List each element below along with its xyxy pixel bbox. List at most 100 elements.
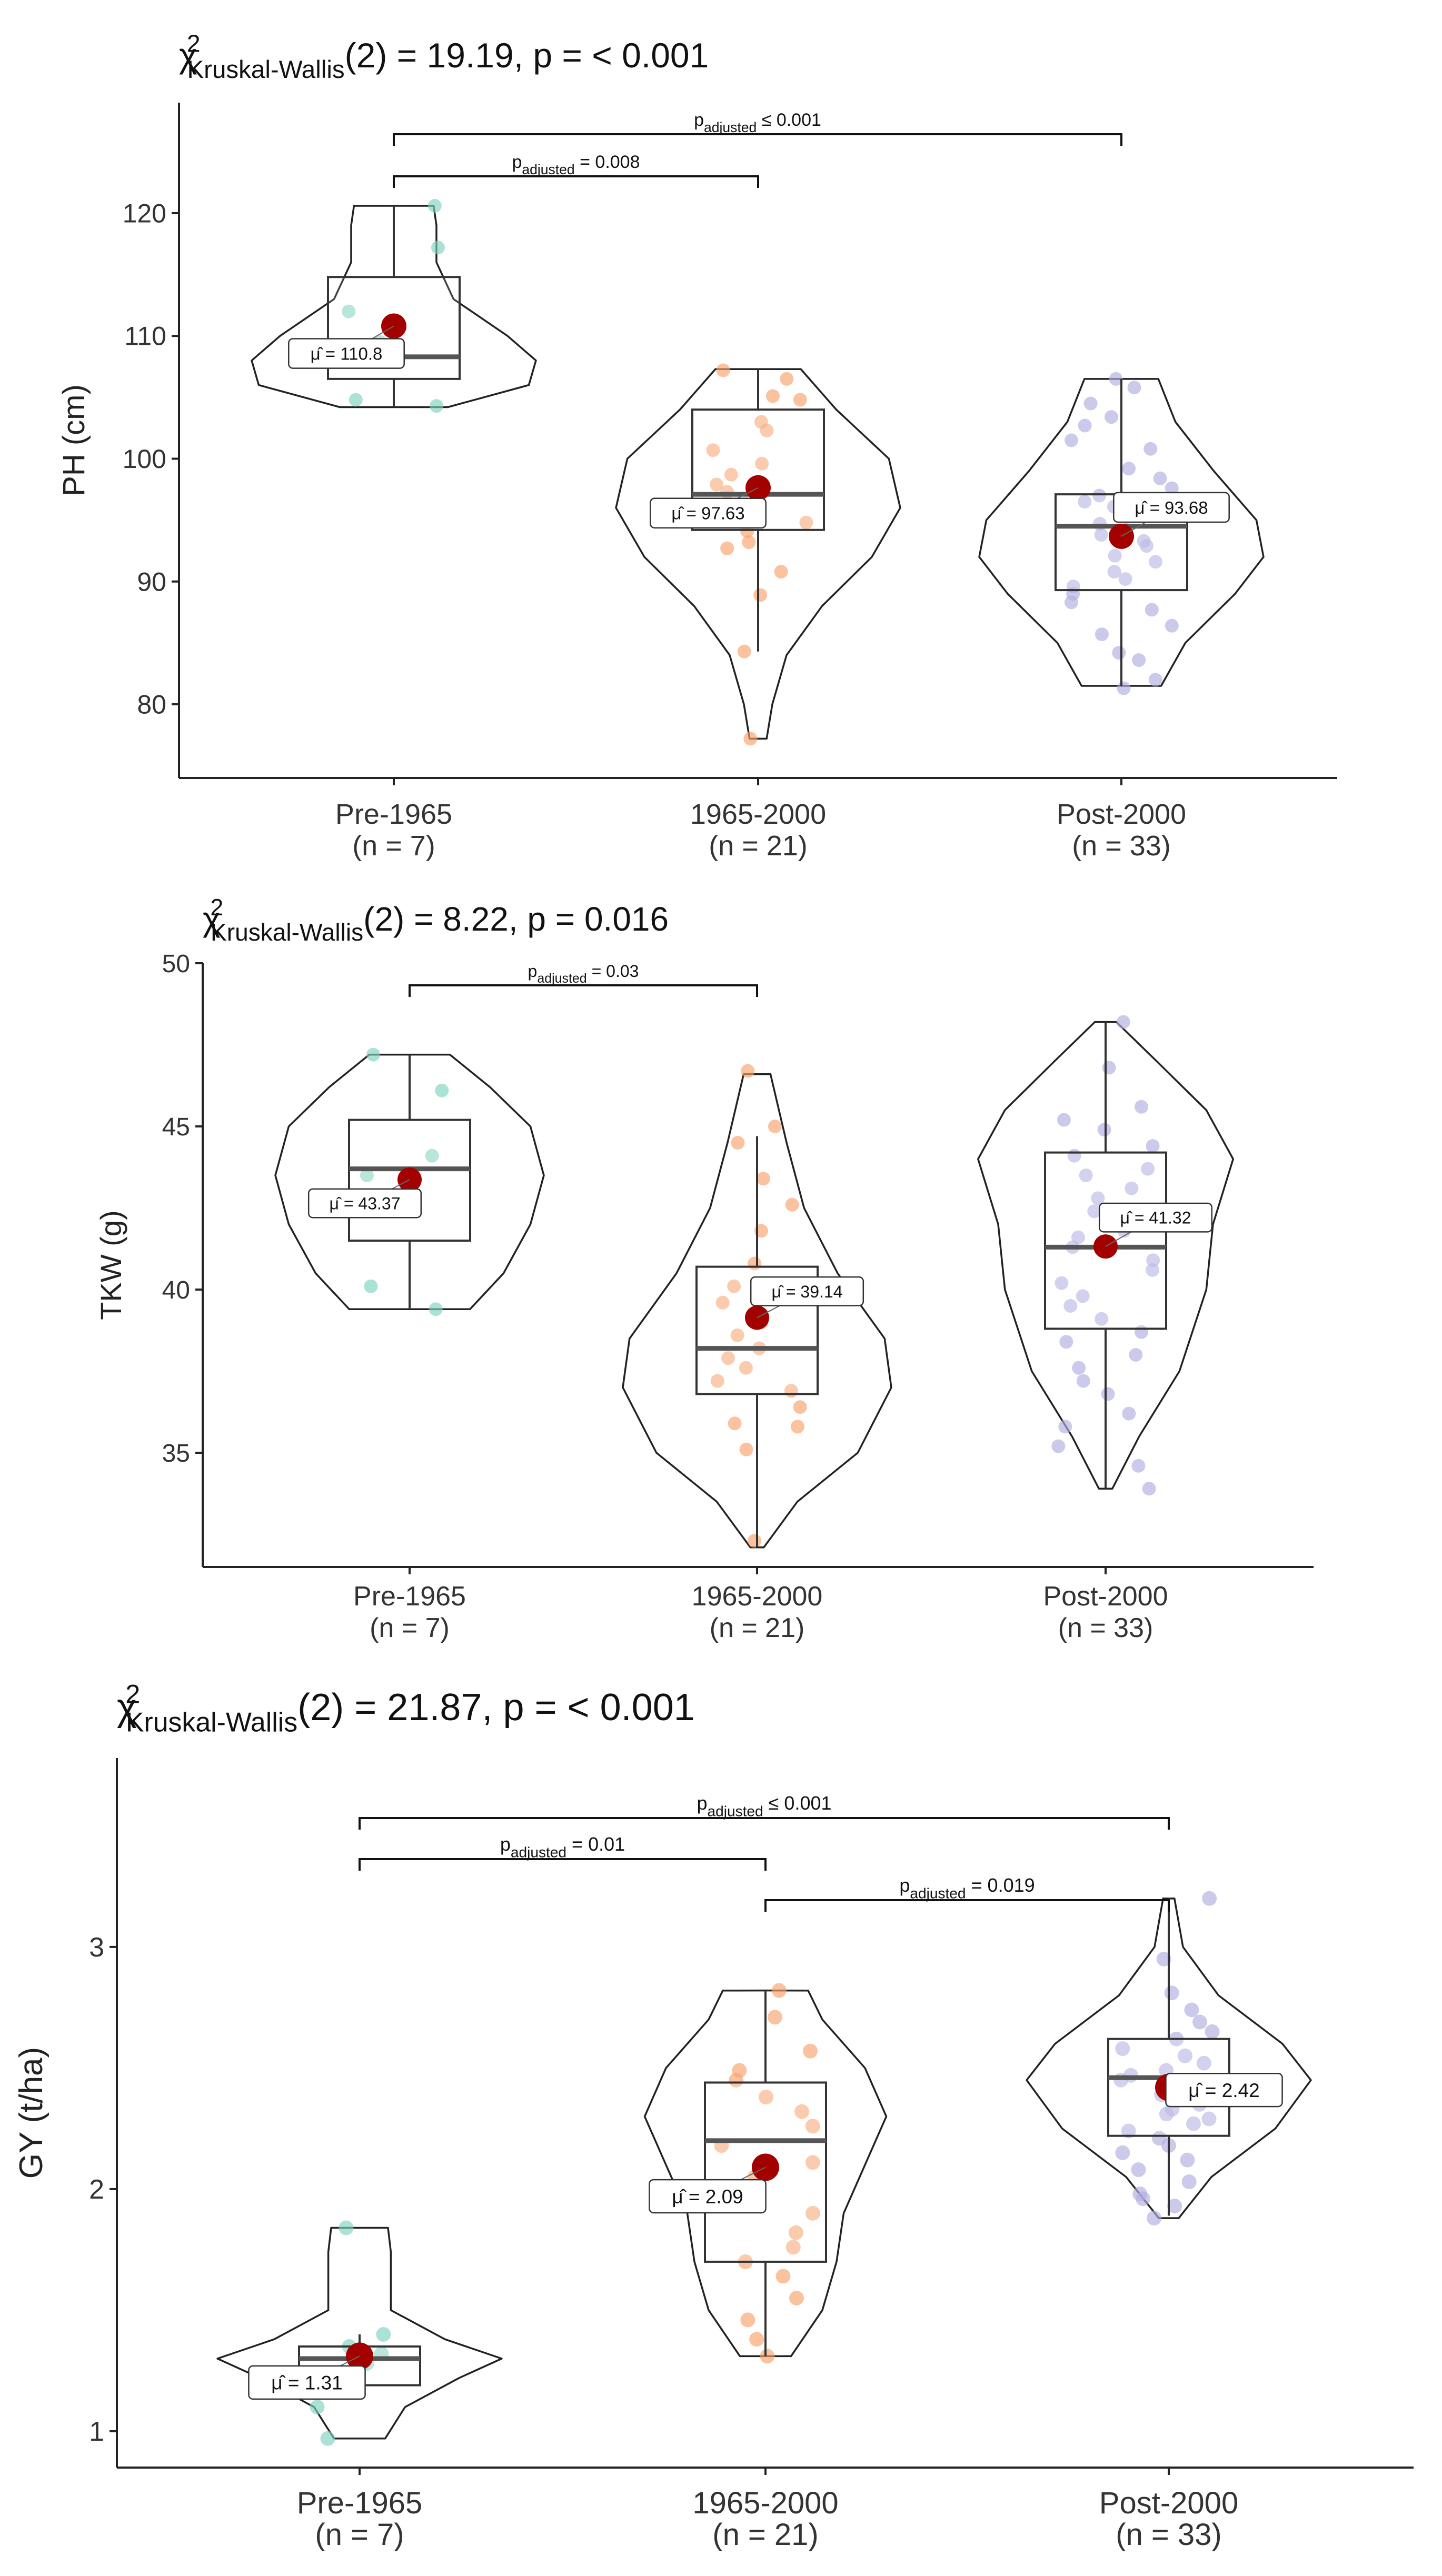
data-point [753,588,768,602]
data-point [1087,1204,1101,1219]
p-value: = 0.01 [566,1833,625,1855]
comparison-label: padjusted = 0.019 [899,1874,1035,1902]
data-point [741,1064,755,1078]
title-part: (2) = 8.22, p = 0.016 [363,900,669,938]
data-point [1125,1181,1139,1195]
x-category-label: Pre-1965 [353,1581,466,1612]
data-point [1104,410,1118,424]
mean-label-box [1098,1202,1213,1233]
data-point [788,2225,803,2240]
p-value: = 0.008 [575,152,640,172]
data-point [1122,462,1136,476]
title-part: 2 [125,1679,140,1709]
data-point [431,241,445,255]
data-point [771,1983,787,1998]
data-point [1139,539,1153,553]
data-point [1178,2048,1192,2063]
comparison-bracket [359,1817,1170,1830]
data-point [765,389,780,403]
data-point [775,2269,791,2284]
data-point [799,515,813,530]
data-point [1186,2116,1201,2131]
mean-label-box [307,1188,422,1219]
data-point [1164,1985,1179,2001]
data-point [743,732,758,746]
data-point [429,1302,443,1316]
comparison-bracket [393,175,759,188]
mean-label: μ̂ = 93.68 [1135,498,1208,517]
data-point [729,2072,744,2088]
mean-label: μ̂ = 110.8 [311,344,383,363]
data-point [1143,442,1158,456]
data-point [1127,381,1141,395]
data-point [728,1416,742,1431]
data-point [1146,1263,1160,1277]
tkw-y-axis-label: TKW (g) [94,1210,127,1320]
y-tick-label: 90 [137,567,166,596]
x-category-label: 1965-2000 [692,1581,823,1612]
title-part: Kruskal-Wallis [187,56,344,84]
y-tick-label: 80 [137,690,166,720]
data-point [757,1172,770,1186]
mean-point [745,1305,769,1330]
gy-panel: 1 2 3 GY (t/ha) χ2 Kruskal-Wallis(2) = 21.87,… [0,1658,1442,2576]
mean-label-box [288,338,405,369]
mean-label-box [1165,2072,1283,2108]
data-point [789,2291,804,2305]
ph-y-axis-label: PH (cm) [57,384,91,496]
data-point [1063,1299,1078,1313]
data-point [1051,1439,1066,1453]
data-point [1192,2014,1207,2030]
data-point [1064,595,1078,610]
data-point [1083,396,1098,411]
data-point [1132,653,1146,667]
x-n-label: (n = 21) [709,830,808,862]
data-point [1092,488,1107,503]
data-point [760,423,774,437]
title-part: 2 [187,29,201,57]
x-n-label: (n = 21) [712,2518,819,2552]
x-n-label: (n = 7) [352,830,435,862]
title-part: Kruskal-Wallis [126,1707,297,1738]
data-point [759,2090,773,2105]
mean-label-box [650,497,767,529]
mean-label: μ̂ = 2.42 [1188,2080,1260,2101]
data-point [791,1420,804,1434]
data-point [1165,618,1179,633]
data-point [376,2327,391,2342]
data-point [794,2104,809,2119]
data-point [716,363,730,377]
title-part: (2) = 21.87, p = < 0.001 [297,1686,695,1729]
p-value: ≤ 0.001 [763,1792,832,1814]
x-n-label: (n = 33) [1058,1613,1153,1643]
violin-0 [216,2226,503,2440]
p-subscript: adjusted [522,162,574,177]
mean-label-box [248,2365,366,2400]
data-point [349,393,363,407]
title-part: (2) = 19.19, p = < 0.001 [345,36,709,75]
data-point [740,2312,755,2328]
data-point [1147,2211,1162,2226]
data-point [1118,572,1132,586]
x-category-label: Pre-1965 [335,798,452,830]
title-part: χ [179,36,197,75]
data-point [1095,627,1109,642]
data-point [1141,1162,1155,1176]
x-n-label: (n = 7) [315,2518,404,2552]
comparison-bracket [409,984,758,997]
y-tick-label: 35 [162,1440,190,1467]
data-point [1097,1123,1111,1137]
data-point [1058,1420,1072,1434]
data-point [435,1083,449,1097]
data-point [1059,1335,1073,1349]
data-point [1078,418,1092,433]
data-point [760,2349,775,2364]
data-point [1148,673,1162,687]
mean-label: μ̂ = 2.09 [672,2186,743,2208]
data-point [1167,2199,1182,2214]
data-point [1148,555,1162,569]
comparison-label: padjusted ≤ 0.001 [694,110,821,135]
mean-label-box [649,2179,767,2214]
